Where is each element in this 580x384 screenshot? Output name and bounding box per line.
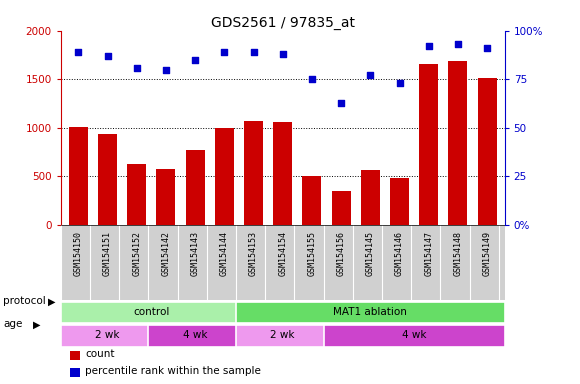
- Text: GSM154152: GSM154152: [132, 231, 142, 276]
- Text: GSM154155: GSM154155: [307, 231, 317, 276]
- Point: [74, 49, 83, 55]
- Text: GSM154144: GSM154144: [220, 231, 229, 276]
- Bar: [186, 150, 205, 225]
- Title: GDS2561 / 97835_at: GDS2561 / 97835_at: [211, 16, 355, 30]
- Bar: [324, 325, 505, 347]
- Bar: [70, 367, 79, 377]
- Bar: [70, 351, 79, 360]
- Text: 2 wk: 2 wk: [270, 331, 295, 341]
- Point: [336, 99, 346, 106]
- Text: age: age: [3, 319, 22, 329]
- Text: 4 wk: 4 wk: [183, 331, 208, 341]
- Bar: [361, 170, 380, 225]
- Point: [161, 66, 171, 73]
- Point: [424, 43, 433, 49]
- Bar: [236, 301, 505, 323]
- Bar: [69, 127, 88, 225]
- Bar: [390, 178, 409, 225]
- Point: [453, 41, 462, 47]
- Bar: [332, 191, 351, 225]
- Point: [220, 49, 229, 55]
- Text: GSM154149: GSM154149: [483, 231, 492, 276]
- Text: GSM154146: GSM154146: [395, 231, 404, 276]
- Text: ▶: ▶: [48, 296, 56, 306]
- Point: [103, 53, 113, 59]
- Bar: [419, 64, 438, 225]
- Text: GSM154156: GSM154156: [336, 231, 346, 276]
- Text: GSM154148: GSM154148: [454, 231, 462, 276]
- Point: [483, 45, 492, 51]
- Bar: [127, 164, 146, 225]
- Point: [395, 80, 404, 86]
- Point: [278, 51, 288, 57]
- Bar: [215, 128, 234, 225]
- Text: MAT1 ablation: MAT1 ablation: [334, 307, 407, 317]
- Bar: [244, 121, 263, 225]
- Bar: [302, 176, 321, 225]
- Point: [132, 65, 142, 71]
- Text: GSM154145: GSM154145: [366, 231, 375, 276]
- Text: GSM154142: GSM154142: [161, 231, 171, 276]
- Point: [191, 57, 200, 63]
- Text: 2 wk: 2 wk: [95, 331, 120, 341]
- Text: GSM154147: GSM154147: [424, 231, 433, 276]
- Text: ▶: ▶: [33, 319, 41, 329]
- Bar: [61, 301, 242, 323]
- Point: [249, 49, 258, 55]
- Text: control: control: [133, 307, 169, 317]
- Text: GSM154151: GSM154151: [103, 231, 112, 276]
- Bar: [448, 61, 467, 225]
- Bar: [98, 134, 117, 225]
- Text: protocol: protocol: [3, 296, 46, 306]
- Text: GSM154143: GSM154143: [191, 231, 200, 276]
- Text: 4 wk: 4 wk: [402, 331, 426, 341]
- Text: count: count: [85, 349, 115, 359]
- Bar: [157, 169, 176, 225]
- Bar: [236, 325, 329, 347]
- Bar: [61, 325, 154, 347]
- Bar: [273, 122, 292, 225]
- Point: [365, 72, 375, 78]
- Point: [307, 76, 317, 82]
- Text: percentile rank within the sample: percentile rank within the sample: [85, 366, 261, 376]
- Text: GSM154153: GSM154153: [249, 231, 258, 276]
- Bar: [477, 78, 496, 225]
- Text: GSM154154: GSM154154: [278, 231, 287, 276]
- Bar: [148, 325, 242, 347]
- Text: GSM154150: GSM154150: [74, 231, 83, 276]
